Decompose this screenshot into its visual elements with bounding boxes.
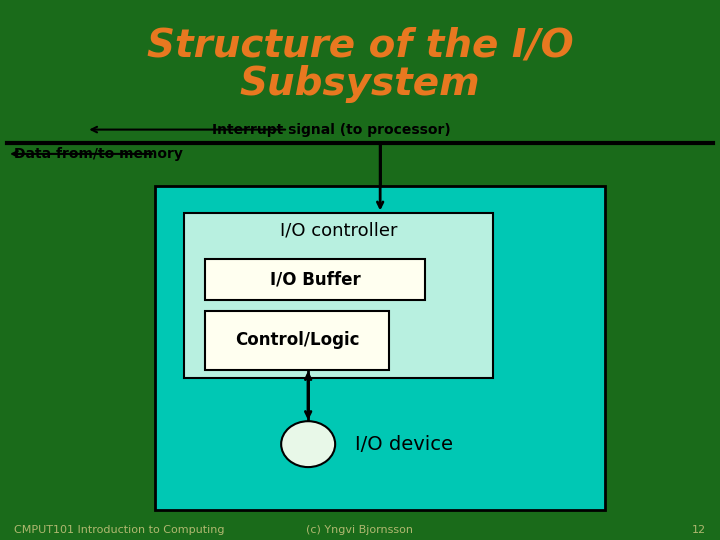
Text: (c) Yngvi Bjornsson: (c) Yngvi Bjornsson bbox=[307, 524, 413, 535]
Bar bbox=[184, 213, 493, 378]
Bar bbox=[205, 259, 425, 300]
Bar bbox=[155, 186, 605, 510]
Ellipse shape bbox=[281, 421, 335, 467]
Bar bbox=[205, 310, 389, 370]
Text: Data from/to memory: Data from/to memory bbox=[14, 147, 184, 161]
Text: Subsystem: Subsystem bbox=[240, 65, 480, 103]
Text: Structure of the I/O: Structure of the I/O bbox=[147, 27, 573, 65]
Text: I/O device: I/O device bbox=[355, 435, 453, 454]
Text: CMPUT101 Introduction to Computing: CMPUT101 Introduction to Computing bbox=[14, 524, 225, 535]
Text: 12: 12 bbox=[691, 524, 706, 535]
Text: I/O Buffer: I/O Buffer bbox=[269, 271, 361, 288]
Text: Interrupt signal (to processor): Interrupt signal (to processor) bbox=[212, 123, 451, 137]
Text: I/O controller: I/O controller bbox=[279, 221, 397, 239]
Text: Control/Logic: Control/Logic bbox=[235, 331, 359, 349]
